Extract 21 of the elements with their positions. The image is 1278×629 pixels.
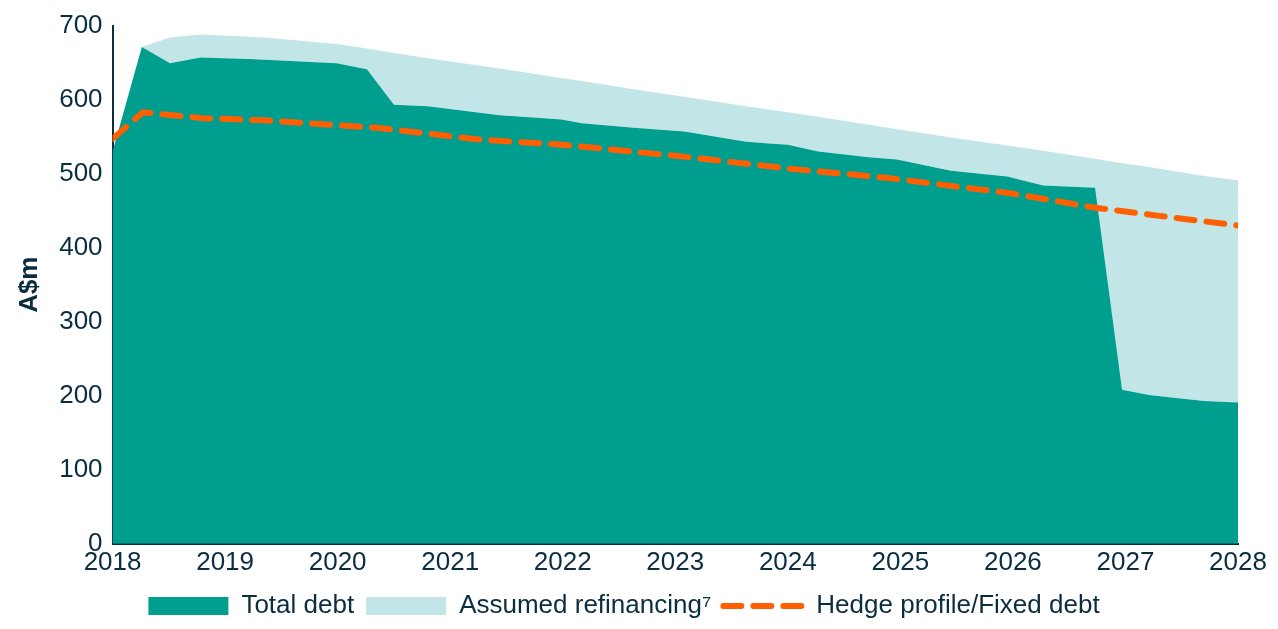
x-tick-label: 2022 [533,545,592,576]
y-tick-label: 300 [59,304,103,335]
x-tick-label: 2023 [646,545,705,576]
x-tick-label: 2025 [871,545,930,576]
x-tick-label: 2024 [758,545,817,576]
y-tick-label: 600 [59,82,103,113]
legend-label: Assumed refinancing⁷ [459,589,712,620]
y-tick-label: 700 [59,8,103,39]
y-axis-title: A$m [12,256,43,313]
y-tick-label: 400 [59,230,103,261]
x-tick-label: 2026 [983,545,1042,576]
x-tick-label: 2020 [308,545,367,576]
x-tick-label: 2028 [1209,545,1267,576]
y-tick-label: 200 [59,378,103,409]
x-tick-label: 2027 [1096,545,1155,576]
x-tick-label: 2021 [421,545,480,576]
y-tick-label: 100 [59,452,103,483]
legend-label: Total debt [241,589,355,620]
legend-label: Hedge profile/Fixed debt [816,589,1101,620]
x-tick-label: 2019 [196,545,255,576]
y-tick-label: 500 [59,156,103,187]
